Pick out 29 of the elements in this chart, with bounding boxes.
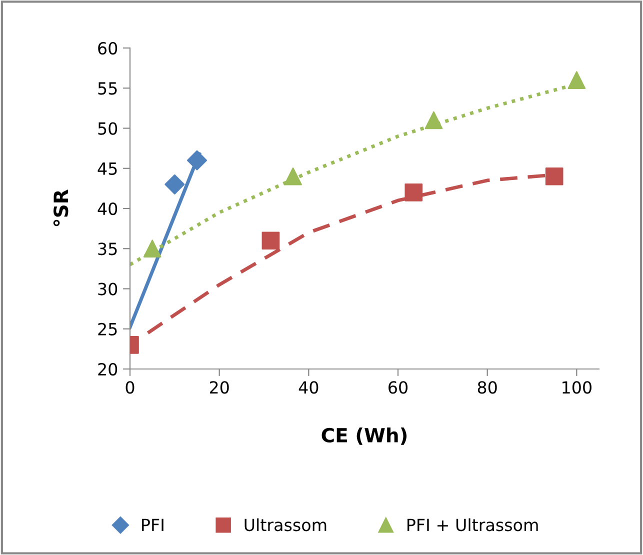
- point: [545, 167, 564, 186]
- point: [424, 111, 443, 130]
- x-tick-label: 80: [478, 381, 497, 394]
- x-tick-label: 40: [298, 381, 318, 394]
- point: [262, 232, 280, 250]
- x-axis-title: CE (Wh): [322, 427, 407, 445]
- legend-label: PFI: [142, 518, 164, 531]
- point: [164, 174, 185, 194]
- y-tick-label: 45: [98, 162, 117, 175]
- y-tick-label: 40: [98, 202, 118, 216]
- y-tick-label: 60: [98, 42, 118, 55]
- y-axis-title: °SR: [53, 190, 68, 226]
- y-tick-label: 30: [98, 282, 118, 296]
- point: [284, 167, 302, 186]
- x-tick-label: 20: [210, 381, 229, 394]
- point: [143, 240, 162, 258]
- x-tick-label: 100: [562, 381, 592, 394]
- y-tick-label: 35: [98, 242, 117, 256]
- y-tick-label: 25: [98, 322, 117, 336]
- legend-label: PFI + Ultrassom: [408, 518, 538, 532]
- legend-label: Ultrassom: [244, 518, 326, 532]
- x-tick-label: 0: [126, 381, 134, 394]
- y-tick-label: 20: [98, 362, 118, 376]
- x-tick-label: 60: [388, 381, 408, 394]
- y-tick-label: 50: [98, 122, 118, 135]
- point: [568, 71, 586, 90]
- point: [186, 150, 208, 170]
- point: [404, 184, 423, 202]
- y-tick-label: 55: [98, 82, 117, 95]
